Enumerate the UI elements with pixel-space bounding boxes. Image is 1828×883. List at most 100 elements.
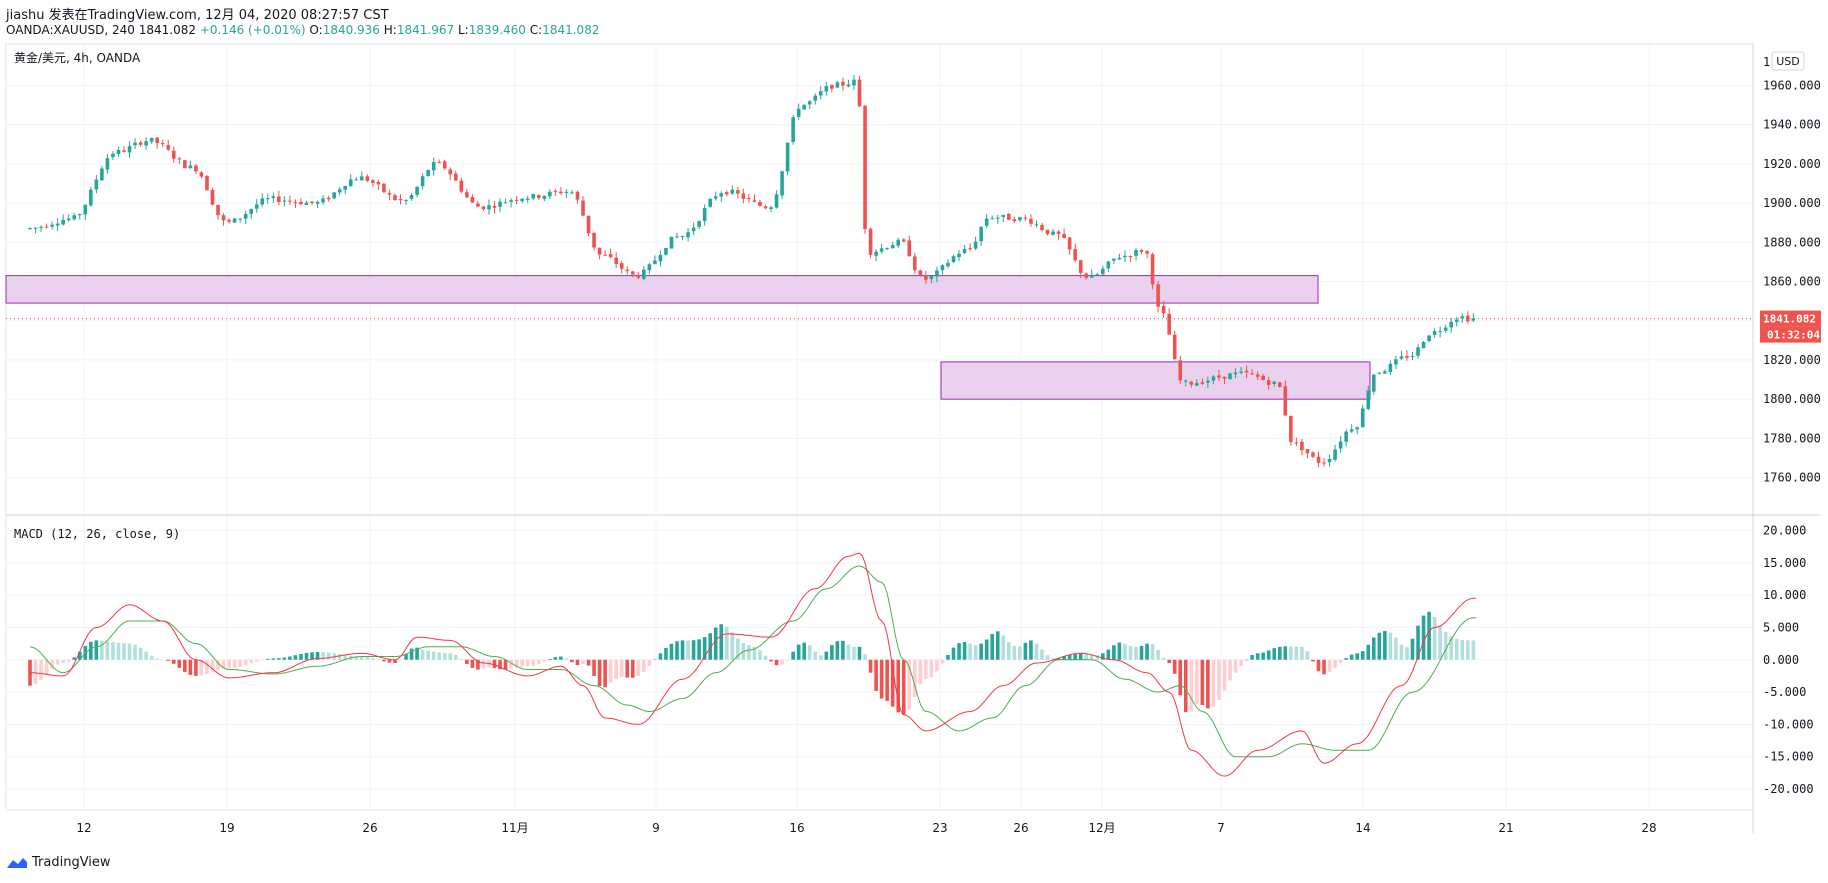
histogram-bar <box>929 659 934 678</box>
candle-body <box>868 228 873 255</box>
histogram-bar <box>791 651 795 660</box>
candle <box>293 199 298 209</box>
histogram-bar <box>542 659 547 662</box>
candle <box>642 265 646 281</box>
histogram-bar <box>238 659 242 667</box>
candle <box>1112 258 1116 265</box>
candle <box>1172 330 1177 360</box>
currency-badge[interactable]: USD <box>1771 51 1805 71</box>
candle <box>77 213 82 220</box>
histogram-bar <box>548 658 552 660</box>
candle <box>1062 228 1066 239</box>
candle-body <box>348 179 353 187</box>
candle-body <box>111 153 115 158</box>
candle-body <box>796 108 801 117</box>
histogram-bar <box>713 627 718 660</box>
candle-body <box>874 251 878 256</box>
histogram-bar <box>254 659 259 662</box>
histogram-bar <box>1438 625 1442 660</box>
candle <box>597 247 602 260</box>
candle-body <box>94 179 99 190</box>
candle-body <box>1078 260 1083 273</box>
candle <box>1134 247 1138 261</box>
support-resistance-zone[interactable] <box>5 275 1319 304</box>
candle <box>719 191 724 202</box>
histogram-bar <box>962 641 967 660</box>
histogram-bar <box>1377 632 1382 660</box>
histogram-bar <box>835 641 840 660</box>
candle-body <box>603 254 607 256</box>
candle-body <box>946 262 950 267</box>
histogram-bar <box>1040 649 1044 660</box>
histogram-bar <box>282 657 287 660</box>
candle-body <box>774 194 779 208</box>
candle <box>459 177 464 194</box>
histogram-bar <box>221 659 226 669</box>
candle <box>50 221 54 230</box>
candle <box>1078 259 1083 279</box>
histogram-bar <box>830 645 834 660</box>
candle-body <box>1062 233 1066 238</box>
histogram-bar <box>431 651 436 660</box>
candle <box>1007 213 1011 221</box>
histogram-bar <box>619 659 624 678</box>
candle-body <box>520 198 524 202</box>
candle <box>1338 435 1343 454</box>
candle <box>1073 243 1077 263</box>
price-tick-label: 1960.000 <box>1763 78 1821 92</box>
histogram-bar <box>1360 651 1365 660</box>
candle-body <box>1277 382 1282 387</box>
candle <box>160 139 165 147</box>
candle <box>1117 253 1122 261</box>
candle-body <box>492 205 497 208</box>
candle <box>343 185 348 195</box>
support-resistance-zone[interactable] <box>940 361 1371 400</box>
candle <box>398 194 403 205</box>
candle <box>747 193 751 203</box>
histogram-bar <box>1289 646 1293 660</box>
candle-body <box>33 227 38 229</box>
candle <box>1139 248 1144 255</box>
candle-body <box>1139 250 1144 252</box>
candle-body <box>1443 327 1448 331</box>
candle-body <box>321 198 325 203</box>
time-tick-label: 9 <box>652 821 660 835</box>
histogram-bar <box>1067 654 1072 660</box>
candle <box>481 205 486 212</box>
candle-body <box>1073 248 1077 261</box>
candle <box>1167 308 1171 335</box>
histogram-bar <box>376 659 381 661</box>
candle <box>337 186 342 196</box>
histogram-bar <box>702 637 707 660</box>
candle-body <box>326 197 331 200</box>
candle <box>315 200 320 209</box>
histogram-bar <box>575 659 580 666</box>
histogram-bar <box>1018 646 1022 660</box>
histogram-bar <box>1073 653 1077 660</box>
histogram-bar <box>1101 653 1105 660</box>
countdown-tag <box>1760 326 1821 343</box>
price-tick-label: 1880.000 <box>1763 235 1821 249</box>
histogram-bar <box>642 659 646 672</box>
histogram-bar <box>1167 659 1171 663</box>
histogram-bar <box>669 643 674 660</box>
l-value: 1839.460 <box>468 23 526 37</box>
candle <box>1040 222 1044 232</box>
candle <box>1106 260 1111 273</box>
candle-body <box>536 195 541 198</box>
candle <box>835 80 840 88</box>
histogram-bar <box>1084 653 1089 660</box>
histogram-bar <box>61 659 65 663</box>
candle <box>1305 448 1310 459</box>
candle-body <box>1466 315 1470 322</box>
histogram-bar <box>415 647 419 660</box>
histogram-bar <box>531 659 536 666</box>
candle-body <box>44 226 49 228</box>
histogram-bar <box>559 656 563 660</box>
symbol-label[interactable]: OANDA:XAUUSD, 240 <box>6 23 135 37</box>
symbol-ohlc-line: OANDA:XAUUSD, 240 1841.082 +0.146 (+0.01… <box>6 23 599 37</box>
candle-body <box>183 160 187 169</box>
candle-body <box>686 232 690 238</box>
histogram-bar <box>1349 654 1354 660</box>
